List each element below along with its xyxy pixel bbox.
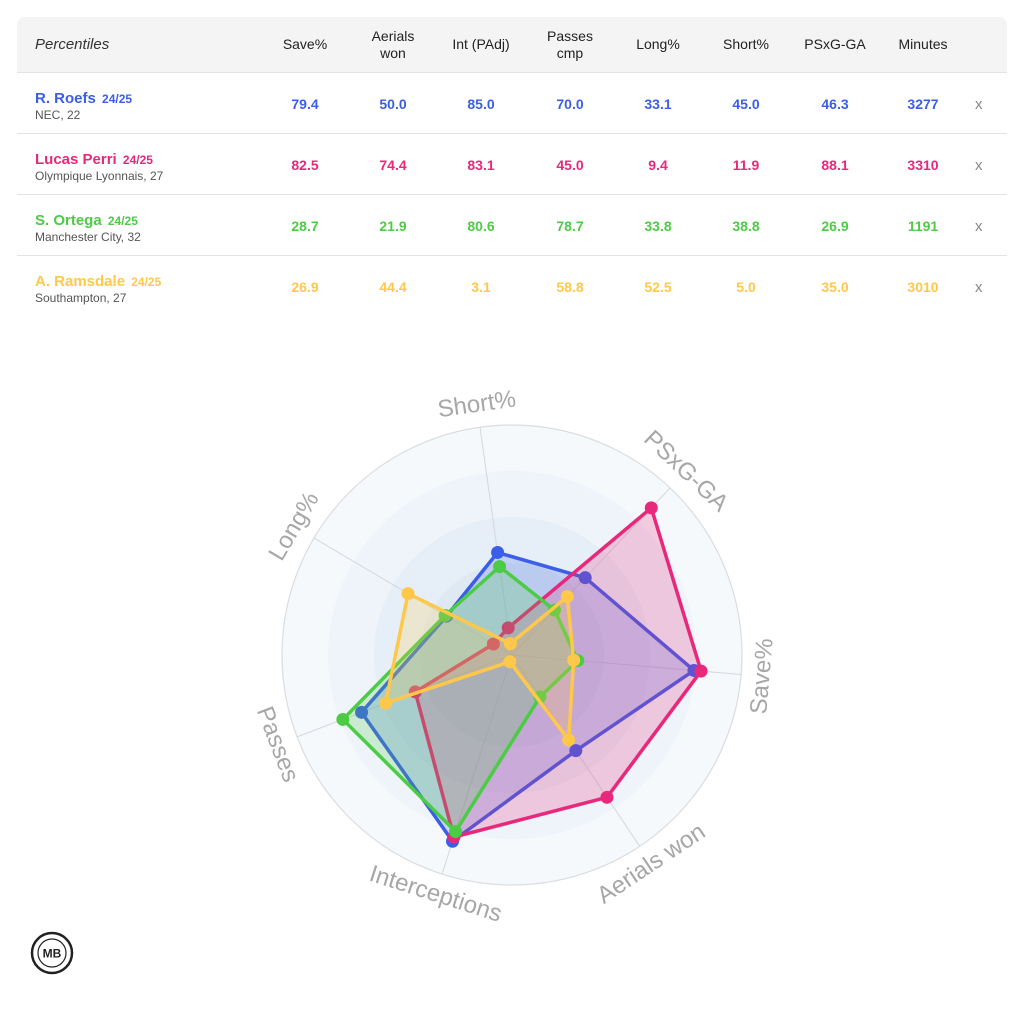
series-point (562, 733, 576, 747)
cell-aerials-won: 21.9 (379, 218, 407, 234)
table-row: R. Roefs 24/25 NEC, 22 79.4 50.0 85.0 70.0 33.… (17, 73, 1007, 134)
series-point (401, 587, 415, 601)
cell-aerials-won: 50.0 (379, 96, 407, 112)
series-point (449, 825, 463, 839)
cell-long-pct: 52.5 (644, 279, 672, 295)
series-point (503, 655, 517, 669)
radar-axis-label: Short% (436, 385, 518, 423)
cell-psxg-ga: 26.9 (821, 218, 849, 234)
col-psxg-ga: PSxG-GA (804, 36, 866, 52)
player-name-text: S. Ortega (35, 212, 102, 229)
cell-minutes: 3277 (907, 96, 939, 112)
cell-psxg-ga: 46.3 (821, 96, 849, 112)
series-point (501, 621, 515, 635)
col-minutes: Minutes (898, 36, 948, 52)
series-point (493, 560, 507, 574)
cell-short-pct: 5.0 (736, 279, 756, 295)
cell-minutes: 3310 (907, 157, 939, 173)
cell-long-pct: 9.4 (648, 157, 668, 173)
col-aerials-won: Aerials won (371, 27, 415, 61)
remove-player-button[interactable]: x (975, 157, 983, 174)
cell-passes-cmp: 58.8 (556, 279, 584, 295)
player-club: NEC, 22 (35, 108, 81, 122)
cell-short-pct: 11.9 (732, 157, 760, 173)
series-point (548, 603, 562, 617)
table-row: Lucas Perri 24/25 Olympique Lyonnais, 27 8… (17, 134, 1007, 195)
logo-text: MB (43, 947, 62, 961)
cell-aerials-won: 44.4 (379, 279, 407, 295)
table-header: Percentiles Save% Aerials won Int (PAdj)… (17, 17, 1007, 73)
remove-player-button[interactable]: x (975, 279, 983, 296)
cell-int-padj: 85.0 (467, 96, 495, 112)
cell-minutes: 1191 (907, 218, 939, 234)
col-save-pct: Save% (282, 36, 328, 52)
table-row: S. Ortega 24/25 Manchester City, 32 28.7 21… (17, 195, 1007, 256)
table-row: A. Ramsdale 24/25 Southampton, 27 26.9 44.4… (17, 256, 1007, 316)
cell-long-pct: 33.1 (644, 96, 672, 112)
player-season: 24/25 (131, 275, 162, 289)
series-point (694, 664, 708, 678)
cell-aerials-won: 74.4 (379, 157, 407, 173)
player-season: 24/25 (102, 92, 133, 106)
cell-save-pct: 28.7 (291, 218, 319, 234)
cell-psxg-ga: 35.0 (821, 279, 849, 295)
player-name: S. Ortega 24/25 (35, 212, 138, 229)
player-name: R. Roefs 24/25 (35, 90, 132, 107)
col-passes-cmp: Passes cmp (547, 27, 593, 61)
player-club: Southampton, 27 (35, 291, 127, 305)
remove-player-button[interactable]: x (975, 218, 983, 235)
cell-save-pct: 82.5 (291, 157, 319, 173)
player-season: 24/25 (107, 214, 138, 228)
series-polygon (341, 564, 580, 834)
series-point (600, 790, 614, 804)
table-body: R. Roefs 24/25 NEC, 22 79.4 50.0 85.0 70.0 33.… (17, 73, 1007, 316)
remove-player-button[interactable]: x (975, 96, 983, 113)
cell-short-pct: 38.8 (732, 218, 760, 234)
player-name: A. Ramsdale 24/25 (35, 273, 161, 290)
series-point (569, 744, 583, 758)
cell-int-padj: 3.1 (471, 279, 491, 295)
series-point (336, 712, 350, 726)
cell-psxg-ga: 88.1 (821, 157, 849, 173)
series-point (379, 696, 393, 710)
radar-spoke (479, 427, 513, 656)
player-name: Lucas Perri 24/25 (35, 151, 153, 168)
table-title: Percentiles (35, 36, 110, 53)
series-point (503, 637, 517, 651)
series-point (486, 637, 500, 651)
cell-passes-cmp: 45.0 (556, 157, 584, 173)
player-season: 24/25 (122, 153, 153, 167)
col-short-pct: Short% (723, 36, 769, 52)
cell-save-pct: 26.9 (291, 279, 319, 295)
cell-int-padj: 83.1 (467, 157, 495, 173)
player-club: Olympique Lyonnais, 27 (35, 169, 164, 183)
series-point (567, 653, 581, 667)
col-long-pct: Long% (636, 36, 680, 52)
cell-save-pct: 79.4 (291, 96, 319, 112)
cell-passes-cmp: 70.0 (556, 96, 584, 112)
player-name-text: A. Ramsdale (35, 273, 126, 290)
cell-minutes: 3010 (907, 279, 939, 295)
series-point (644, 501, 658, 515)
col-int-padj: Int (PAdj) (452, 36, 510, 52)
series-polygon (383, 591, 576, 742)
series-polygon (413, 506, 703, 839)
cell-int-padj: 80.6 (467, 218, 495, 234)
cell-passes-cmp: 78.7 (556, 218, 584, 234)
player-name-text: R. Roefs (35, 90, 96, 107)
player-name-text: Lucas Perri (35, 151, 117, 168)
series-point (560, 590, 574, 604)
cell-long-pct: 33.8 (644, 218, 672, 234)
radar-axis-label: Save% (745, 637, 778, 715)
series-polygon (359, 550, 696, 843)
cell-short-pct: 45.0 (732, 96, 760, 112)
series-point (491, 546, 505, 560)
player-club: Manchester City, 32 (35, 230, 141, 244)
series-point (578, 571, 592, 585)
mb-logo: MB (30, 931, 74, 975)
percentiles-table: Percentiles Save% Aerials won Int (PAdj)… (17, 17, 1007, 316)
series-point (355, 705, 369, 719)
